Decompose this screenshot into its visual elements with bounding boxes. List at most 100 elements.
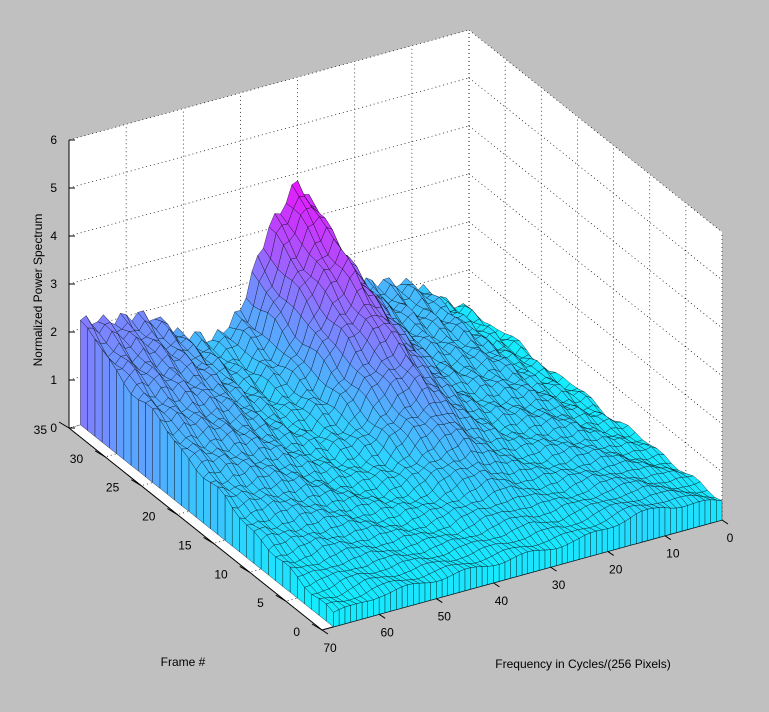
surface-skirt-front xyxy=(333,609,340,628)
surface-skirt-front xyxy=(424,582,431,602)
y-tick-label: 10 xyxy=(214,567,228,581)
surface-skirt-front xyxy=(550,548,557,568)
surface-skirt-front xyxy=(578,534,586,560)
y-tick-label: 25 xyxy=(106,481,120,495)
surface-skirt-front xyxy=(624,517,631,547)
surface-skirt-front xyxy=(698,500,706,527)
surface-skirt-left xyxy=(123,382,132,466)
surface-skirt-front xyxy=(476,566,483,588)
surface-skirt-front xyxy=(647,507,654,541)
z-tick-label: 0 xyxy=(50,421,57,435)
surface-skirt-front xyxy=(338,606,346,626)
surface-skirt-front xyxy=(470,566,477,590)
surface-skirt-front xyxy=(527,550,534,574)
surface-skirt-front xyxy=(390,589,397,612)
surface-skirt-left xyxy=(246,524,255,564)
surface-skirt-front xyxy=(378,595,386,615)
surface-skirt-front xyxy=(373,597,380,617)
surface-skirt-left xyxy=(109,358,117,455)
x-tick-mark xyxy=(321,629,329,635)
x-tick-label: 20 xyxy=(609,562,623,576)
surface-skirt-front xyxy=(596,529,603,555)
x-tick-mark xyxy=(436,598,443,603)
surface-skirt-left xyxy=(80,319,88,431)
x-tick-label: 50 xyxy=(438,610,452,624)
y-tick-mark xyxy=(58,421,70,429)
surface-skirt-front xyxy=(453,571,460,595)
x-tick-mark xyxy=(721,519,729,525)
surface-skirt-front xyxy=(676,506,683,533)
z-tick-label: 4 xyxy=(50,229,57,243)
surface-skirt-front xyxy=(636,510,643,544)
surface-skirt-front xyxy=(356,602,363,621)
surface-skirt-front xyxy=(407,583,414,607)
x-tick-label: 70 xyxy=(323,641,337,655)
y-tick-label: 35 xyxy=(34,423,48,437)
surface-skirt-front xyxy=(567,541,574,563)
z-tick-label: 1 xyxy=(50,373,57,387)
surface-skirt-front xyxy=(436,579,443,599)
surface-skirt-front xyxy=(498,562,506,582)
z-tick-label: 5 xyxy=(50,181,57,195)
y-tick-mark xyxy=(311,623,323,631)
surface-skirt-front xyxy=(584,532,591,558)
surface-skirt-left xyxy=(181,448,190,512)
x-tick-mark xyxy=(550,566,557,572)
surface-skirt-left xyxy=(145,402,153,483)
surface-skirt-front xyxy=(641,508,648,543)
surface-skirt-front xyxy=(487,565,494,585)
x-tick-label: 30 xyxy=(552,578,566,592)
surface-skirt-front xyxy=(418,582,426,604)
surface-skirt-left xyxy=(159,418,168,495)
surface-skirt-front xyxy=(704,499,711,525)
surface-skirt-front xyxy=(653,507,660,540)
y-tick-label: 5 xyxy=(257,596,264,610)
surface-skirt-front xyxy=(670,507,677,535)
y-tick-label: 15 xyxy=(178,538,192,552)
z-tick-label: 6 xyxy=(50,133,57,147)
surface-skirt-front xyxy=(396,586,403,610)
surface-skirt-front xyxy=(601,528,608,554)
y-tick-mark xyxy=(203,536,214,544)
surface-skirt-left xyxy=(138,399,146,478)
surface-skirt-front xyxy=(613,524,620,551)
surface-skirt-front xyxy=(716,499,723,522)
surface-skirt-front xyxy=(350,603,357,623)
y-axis-label: Frame # xyxy=(161,655,206,669)
surface-skirt-left xyxy=(152,408,161,489)
surface-skirt-front xyxy=(618,521,626,549)
y-tick-label: 0 xyxy=(293,625,300,639)
x-tick-label: 60 xyxy=(380,625,394,639)
surface-skirt-front xyxy=(401,584,408,609)
y-tick-mark xyxy=(94,450,106,458)
surface-skirt-left xyxy=(167,430,175,501)
y-tick-mark xyxy=(275,594,287,602)
x-tick-label: 0 xyxy=(727,531,734,545)
x-tick-mark xyxy=(378,613,386,619)
surface-skirt-left xyxy=(203,477,211,530)
surface-skirt-front xyxy=(361,601,368,620)
surface-skirt-left xyxy=(239,517,247,558)
surface-skirt-front xyxy=(538,549,546,571)
z-tick-label: 2 xyxy=(50,325,57,339)
surface-skirt-front xyxy=(344,605,351,624)
y-tick-label: 20 xyxy=(142,510,156,524)
surface-skirt-front xyxy=(413,583,420,606)
surface-skirt-left xyxy=(101,348,110,449)
surface-skirt-front xyxy=(590,530,597,557)
x-tick-label: 10 xyxy=(666,547,680,561)
z-tick-label: 3 xyxy=(50,277,57,291)
surface-skirt-front xyxy=(384,592,391,613)
x-axis-label: Frequency in Cycles/(256 Pixels) xyxy=(495,657,670,671)
surface-skirt-left xyxy=(217,486,226,541)
surface-skirt-front xyxy=(573,538,580,562)
surface-skirt-front xyxy=(367,599,374,618)
surface-skirt-front xyxy=(533,550,540,573)
surface-skirt-left xyxy=(116,370,124,460)
surface-skirt-front xyxy=(658,507,666,538)
y-tick-mark xyxy=(167,508,178,516)
axis-labels: Frequency in Cycles/(256 Pixels) Frame #… xyxy=(31,214,671,671)
surface-skirt-front xyxy=(630,513,637,546)
